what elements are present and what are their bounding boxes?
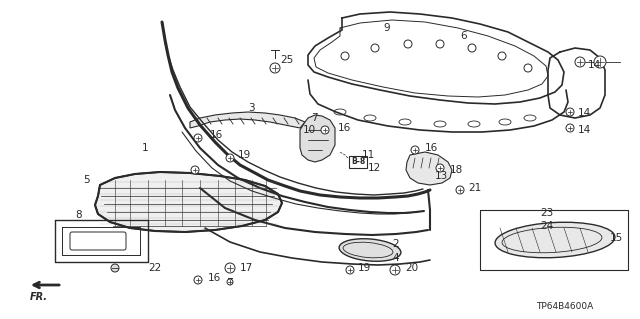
Circle shape	[566, 124, 574, 132]
Ellipse shape	[495, 222, 615, 258]
Circle shape	[226, 154, 234, 162]
Circle shape	[321, 126, 329, 134]
Polygon shape	[406, 152, 452, 185]
Text: 16: 16	[338, 123, 351, 133]
Circle shape	[227, 279, 233, 285]
Text: FR.: FR.	[30, 292, 48, 302]
Text: 9: 9	[383, 23, 390, 33]
Circle shape	[225, 263, 235, 273]
Text: 14: 14	[578, 125, 591, 135]
Circle shape	[194, 276, 202, 284]
Ellipse shape	[434, 121, 446, 127]
Text: TP64B4600A: TP64B4600A	[536, 302, 594, 311]
Text: 4: 4	[392, 253, 399, 263]
Text: 6: 6	[460, 31, 467, 41]
Circle shape	[575, 57, 585, 67]
Circle shape	[111, 264, 119, 272]
Circle shape	[404, 40, 412, 48]
Text: 23: 23	[540, 208, 553, 218]
FancyBboxPatch shape	[70, 232, 126, 250]
Text: 14: 14	[588, 60, 601, 70]
Ellipse shape	[364, 115, 376, 121]
Circle shape	[390, 265, 400, 275]
Text: 10: 10	[303, 125, 316, 135]
Text: 7: 7	[312, 113, 318, 123]
Ellipse shape	[524, 115, 536, 121]
Text: 20: 20	[405, 263, 418, 273]
Ellipse shape	[468, 121, 480, 127]
Circle shape	[194, 134, 202, 142]
Text: 19: 19	[358, 263, 371, 273]
Circle shape	[468, 44, 476, 52]
Circle shape	[566, 108, 574, 116]
Ellipse shape	[399, 119, 411, 125]
Text: B-8: B-8	[351, 158, 365, 167]
Text: 13: 13	[435, 171, 448, 181]
Circle shape	[456, 186, 464, 194]
Circle shape	[524, 64, 532, 72]
Ellipse shape	[339, 239, 401, 261]
Ellipse shape	[499, 119, 511, 125]
Text: 2: 2	[392, 239, 399, 249]
Text: 17: 17	[240, 263, 253, 273]
Text: 3: 3	[248, 103, 255, 113]
Text: 12: 12	[368, 163, 381, 173]
Polygon shape	[95, 172, 282, 232]
Text: 22: 22	[148, 263, 161, 273]
Text: 16: 16	[208, 273, 221, 283]
Text: 15: 15	[610, 233, 623, 243]
Polygon shape	[190, 112, 305, 128]
Ellipse shape	[334, 109, 346, 115]
Text: 5: 5	[83, 175, 90, 185]
Text: 1: 1	[141, 143, 148, 153]
Circle shape	[436, 40, 444, 48]
Circle shape	[498, 52, 506, 60]
Circle shape	[436, 164, 444, 172]
Circle shape	[594, 56, 606, 68]
Circle shape	[270, 63, 280, 73]
Text: 16: 16	[210, 130, 223, 140]
Circle shape	[346, 266, 354, 274]
Text: 24: 24	[540, 221, 553, 231]
Circle shape	[341, 52, 349, 60]
Circle shape	[191, 166, 199, 174]
Polygon shape	[300, 115, 335, 162]
Text: 16: 16	[425, 143, 438, 153]
Text: 11: 11	[362, 150, 375, 160]
Text: 18: 18	[450, 165, 463, 175]
Text: 14: 14	[578, 108, 591, 118]
Circle shape	[371, 44, 379, 52]
Text: 19: 19	[238, 150, 252, 160]
Text: 25: 25	[280, 55, 293, 65]
Circle shape	[411, 146, 419, 154]
Text: 21: 21	[468, 183, 481, 193]
Text: 8: 8	[76, 210, 82, 220]
